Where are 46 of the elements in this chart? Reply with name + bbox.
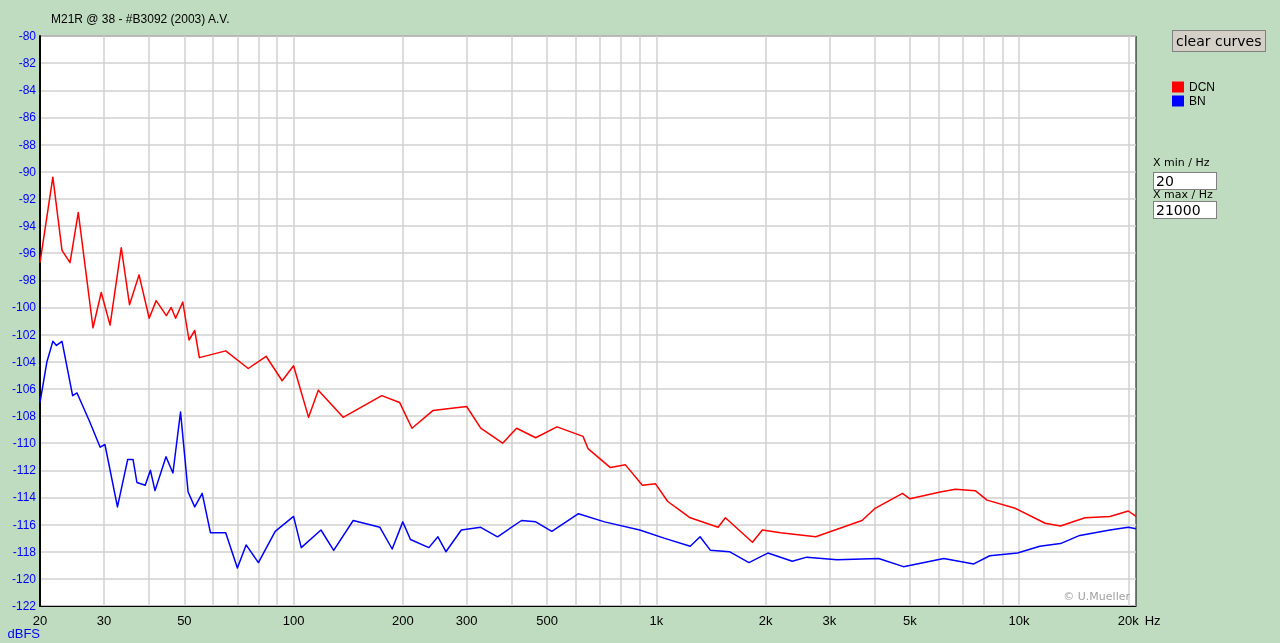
text: clear curves — [1172, 30, 1266, 52]
y-tick-label: -120 — [11, 571, 37, 586]
text: X max / Hz — [1153, 188, 1213, 201]
legend-label: DCN — [1189, 80, 1215, 94]
x-tick-label: 2k — [758, 613, 773, 628]
y-tick-label: -96 — [18, 246, 37, 261]
y-tick-label: -92 — [18, 191, 37, 206]
x-tick-label: 500 — [536, 613, 558, 628]
y-tick-label: -114 — [12, 490, 37, 505]
y-tick-label: -90 — [18, 164, 37, 179]
y-tick-label: -116 — [12, 517, 37, 532]
y-tick-label: -106 — [11, 381, 37, 396]
x-tick-label: 200 — [391, 613, 414, 628]
text: X min / Hz — [1153, 156, 1210, 169]
y-tick-label: -110 — [12, 436, 37, 451]
legend-label: BN — [1189, 94, 1206, 108]
annotation: © U.Mueller — [1063, 590, 1130, 603]
y-tick-label: -88 — [18, 137, 37, 152]
x-tick-label: 300 — [455, 613, 478, 628]
y-axis-title: dBFS — [7, 625, 41, 641]
text: 21000 — [1153, 201, 1217, 219]
x-tick-label: 20k — [1117, 613, 1140, 628]
x-tick-label: 50 — [177, 613, 192, 628]
x-tick-label: 100 — [282, 613, 305, 628]
y-tick-label: -82 — [18, 56, 37, 71]
y-tick-label: -94 — [18, 219, 37, 233]
y-tick-label: -100 — [11, 300, 37, 315]
text: 20 — [1153, 172, 1217, 190]
chart-title: M21R @ 38 - #B3092 (2003) A.V. — [51, 12, 230, 26]
y-tick-label: -104 — [11, 354, 37, 369]
x-tick-label: 1k — [649, 613, 664, 628]
y-tick-label: -118 — [12, 544, 37, 559]
x-tick-label: 20 — [32, 613, 48, 628]
y-tick-label: -98 — [18, 273, 37, 288]
y-tick-label: -84 — [18, 83, 37, 98]
x-axis-title: Hz — [1144, 613, 1161, 628]
x-tick-label: 10k — [1008, 613, 1031, 628]
y-tick-label: -122 — [11, 599, 37, 613]
y-tick-label: -102 — [11, 327, 37, 342]
y-tick-label: -80 — [18, 29, 37, 43]
y-tick-label: -112 — [12, 463, 37, 478]
x-tick-label: 30 — [96, 613, 112, 628]
y-tick-label: -86 — [18, 110, 37, 125]
y-tick-label: -108 — [11, 409, 37, 423]
x-tick-label: 5k — [903, 613, 918, 628]
x-tick-label: 3k — [822, 613, 837, 628]
